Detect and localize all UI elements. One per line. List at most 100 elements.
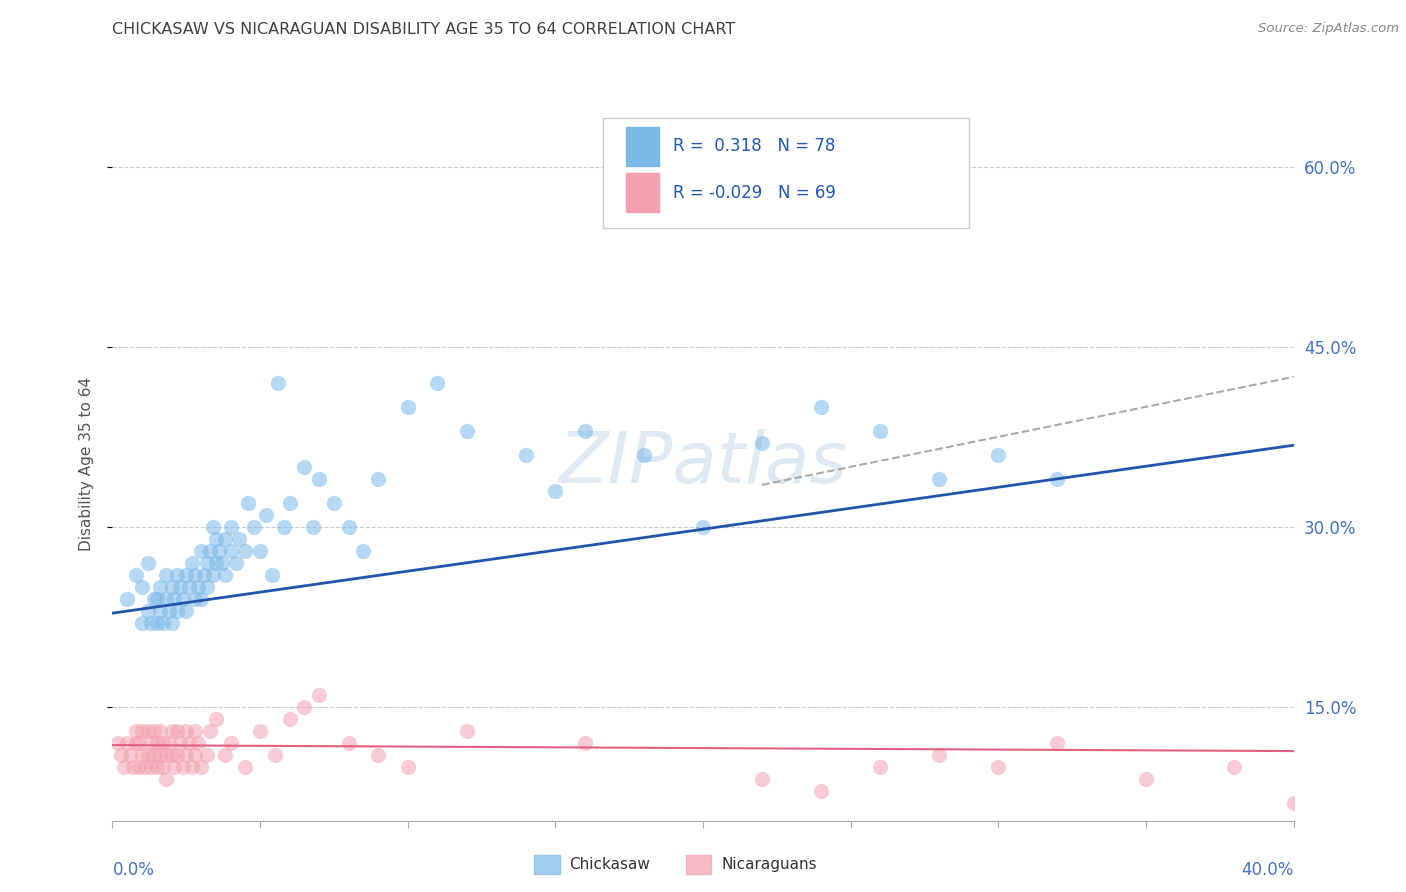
- Point: [139, 736, 162, 750]
- Text: Nicaraguans: Nicaraguans: [721, 857, 817, 871]
- Point: [166, 604, 188, 618]
- Point: [928, 747, 950, 762]
- Point: [187, 580, 209, 594]
- Point: [117, 736, 138, 750]
- Point: [160, 747, 183, 762]
- Point: [264, 747, 287, 762]
- Point: [160, 580, 183, 594]
- Point: [426, 376, 449, 390]
- Point: [205, 532, 228, 546]
- Point: [131, 747, 153, 762]
- Point: [751, 435, 773, 450]
- Point: [308, 688, 330, 702]
- Text: Source: ZipAtlas.com: Source: ZipAtlas.com: [1258, 22, 1399, 36]
- Point: [249, 723, 271, 738]
- Point: [187, 736, 209, 750]
- Point: [174, 747, 197, 762]
- Point: [152, 615, 174, 630]
- Point: [136, 747, 159, 762]
- Point: [219, 543, 242, 558]
- Point: [198, 543, 221, 558]
- Point: [198, 723, 221, 738]
- Point: [233, 543, 256, 558]
- Point: [254, 508, 277, 522]
- Point: [243, 520, 266, 534]
- Point: [136, 556, 159, 570]
- Point: [131, 580, 153, 594]
- Point: [181, 556, 204, 570]
- Point: [205, 556, 228, 570]
- Point: [219, 520, 242, 534]
- FancyBboxPatch shape: [603, 118, 969, 228]
- Point: [337, 520, 360, 534]
- Point: [128, 759, 150, 773]
- Point: [201, 520, 224, 534]
- Point: [810, 783, 832, 797]
- Point: [1046, 736, 1069, 750]
- Point: [172, 759, 194, 773]
- Point: [149, 604, 172, 618]
- Point: [456, 424, 478, 438]
- Point: [195, 556, 218, 570]
- Point: [179, 580, 201, 594]
- Point: [142, 591, 165, 606]
- Point: [125, 723, 148, 738]
- Point: [146, 615, 169, 630]
- Point: [1046, 472, 1069, 486]
- Point: [190, 759, 212, 773]
- Point: [928, 472, 950, 486]
- Point: [125, 736, 148, 750]
- Point: [128, 736, 150, 750]
- Point: [160, 615, 183, 630]
- Point: [181, 759, 204, 773]
- Point: [184, 591, 207, 606]
- Point: [1135, 772, 1157, 786]
- Point: [692, 520, 714, 534]
- Y-axis label: Disability Age 35 to 64: Disability Age 35 to 64: [79, 376, 94, 551]
- Point: [184, 723, 207, 738]
- Point: [117, 591, 138, 606]
- Point: [544, 483, 567, 498]
- Point: [155, 567, 177, 582]
- Point: [219, 736, 242, 750]
- Point: [574, 424, 596, 438]
- Point: [155, 772, 177, 786]
- Point: [201, 567, 224, 582]
- Point: [211, 556, 233, 570]
- Point: [149, 747, 172, 762]
- Point: [169, 580, 191, 594]
- Point: [146, 591, 169, 606]
- Text: R = -0.029   N = 69: R = -0.029 N = 69: [673, 184, 837, 202]
- Point: [179, 736, 201, 750]
- Point: [1341, 759, 1364, 773]
- Point: [112, 759, 135, 773]
- Point: [233, 759, 256, 773]
- Bar: [626, 127, 659, 166]
- Point: [139, 759, 162, 773]
- Point: [152, 736, 174, 750]
- Point: [146, 736, 169, 750]
- Point: [172, 591, 194, 606]
- Point: [125, 567, 148, 582]
- Point: [169, 736, 191, 750]
- Point: [1223, 759, 1246, 773]
- Point: [184, 747, 207, 762]
- Point: [810, 400, 832, 414]
- Point: [396, 400, 419, 414]
- Point: [107, 736, 129, 750]
- Point: [160, 723, 183, 738]
- Text: Chickasaw: Chickasaw: [569, 857, 651, 871]
- Text: R =  0.318   N = 78: R = 0.318 N = 78: [673, 137, 835, 155]
- Point: [149, 723, 172, 738]
- Point: [987, 448, 1010, 462]
- Point: [292, 699, 315, 714]
- Point: [146, 759, 169, 773]
- Point: [136, 723, 159, 738]
- Bar: [626, 173, 659, 212]
- Point: [278, 712, 301, 726]
- Point: [205, 712, 228, 726]
- Text: 0.0%: 0.0%: [112, 861, 155, 879]
- Point: [751, 772, 773, 786]
- Point: [190, 591, 212, 606]
- Point: [174, 604, 197, 618]
